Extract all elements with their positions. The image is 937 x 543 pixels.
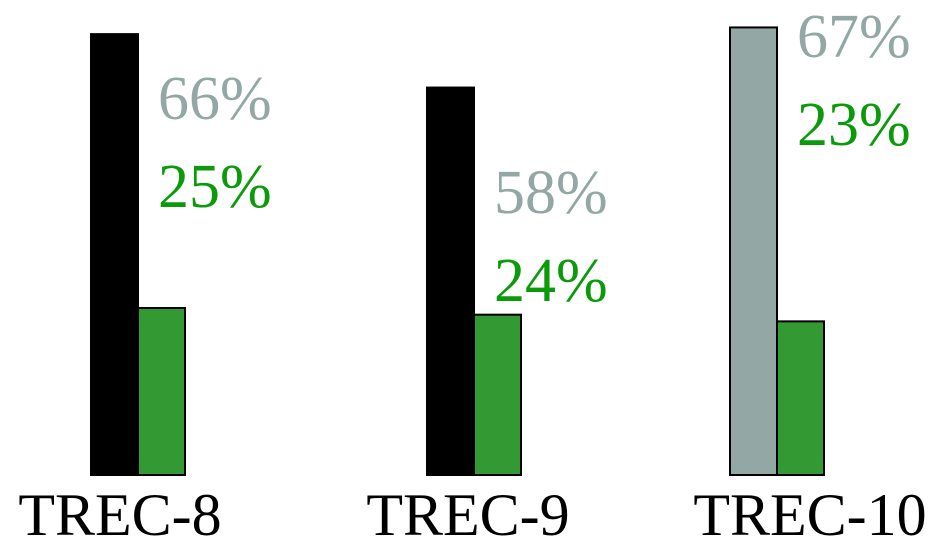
data-label-trec-8-series-2: 25% xyxy=(158,153,272,221)
bar-trec-8-series-1 xyxy=(90,33,139,477)
bar-trec-8-series-2 xyxy=(137,307,186,476)
bar-trec-10-series-1 xyxy=(729,26,778,476)
category-label-trec-8: TREC-8 xyxy=(18,482,221,543)
bar-trec-9-series-1 xyxy=(426,86,475,476)
data-label-trec-10-series-2: 23% xyxy=(797,91,911,159)
bar-trec-9-series-2 xyxy=(473,313,522,476)
data-label-trec-9-series-1: 58% xyxy=(494,159,608,227)
category-label-trec-10: TREC-10 xyxy=(693,482,926,543)
bar-trec-10-series-2 xyxy=(776,320,825,476)
category-label-trec-9: TREC-9 xyxy=(366,482,569,543)
data-label-trec-9-series-2: 24% xyxy=(494,247,608,315)
data-label-trec-8-series-1: 66% xyxy=(158,65,272,133)
data-label-trec-10-series-1: 67% xyxy=(797,3,911,71)
